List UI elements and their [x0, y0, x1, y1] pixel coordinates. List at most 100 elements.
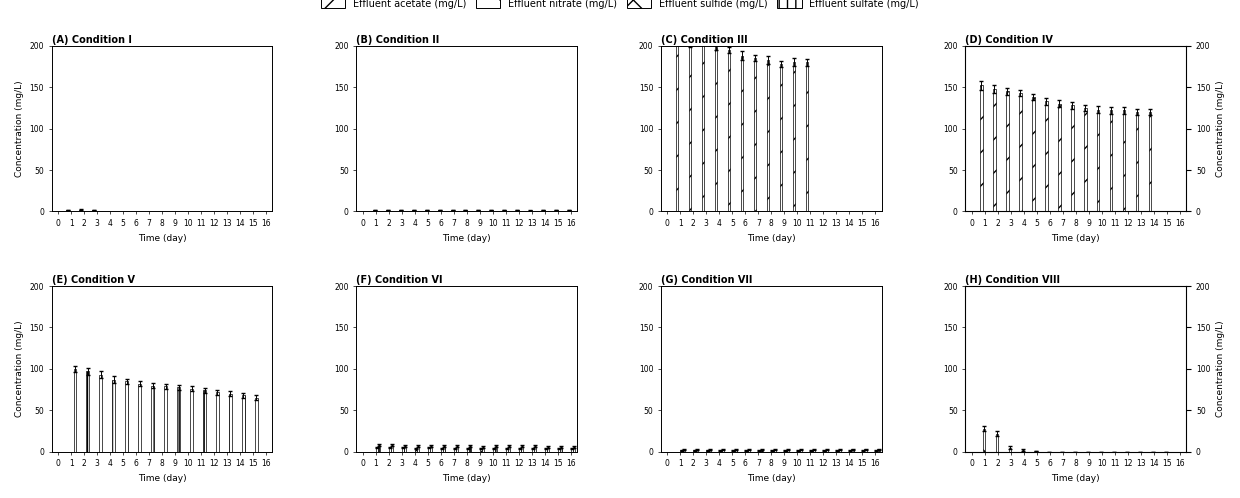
- Bar: [1097, 110, 1100, 212]
- Bar: [402, 448, 404, 452]
- Bar: [521, 446, 523, 452]
- Bar: [792, 62, 795, 212]
- Bar: [981, 86, 982, 212]
- Bar: [786, 449, 789, 452]
- Bar: [740, 56, 743, 212]
- Bar: [229, 394, 232, 452]
- Bar: [547, 447, 549, 452]
- Bar: [373, 210, 376, 212]
- Bar: [693, 450, 696, 452]
- Bar: [430, 446, 433, 452]
- X-axis label: Time (day): Time (day): [443, 234, 491, 243]
- Bar: [733, 450, 734, 452]
- Bar: [688, 44, 691, 212]
- Bar: [745, 450, 748, 452]
- Bar: [113, 379, 115, 452]
- Bar: [532, 449, 534, 452]
- Bar: [556, 210, 558, 212]
- Bar: [681, 450, 683, 452]
- Bar: [748, 449, 750, 452]
- Bar: [862, 450, 864, 452]
- Bar: [1007, 91, 1008, 212]
- Bar: [878, 449, 880, 452]
- X-axis label: Time (day): Time (day): [138, 474, 186, 483]
- Bar: [529, 210, 532, 212]
- Bar: [534, 446, 536, 452]
- Bar: [1034, 451, 1037, 452]
- Bar: [759, 450, 760, 452]
- Bar: [719, 450, 722, 452]
- Bar: [570, 449, 573, 452]
- Bar: [417, 446, 419, 452]
- Bar: [378, 445, 381, 452]
- Bar: [428, 448, 430, 452]
- Bar: [996, 434, 998, 452]
- X-axis label: Time (day): Time (day): [443, 474, 491, 483]
- Bar: [495, 446, 497, 452]
- Bar: [73, 369, 76, 452]
- Bar: [771, 450, 774, 452]
- Bar: [1022, 450, 1024, 452]
- Bar: [709, 449, 711, 452]
- Bar: [191, 389, 192, 452]
- Y-axis label: Concentration (mg/L): Concentration (mg/L): [1216, 80, 1225, 177]
- Bar: [506, 449, 508, 452]
- Bar: [800, 449, 802, 452]
- Bar: [784, 450, 786, 452]
- Bar: [139, 384, 141, 452]
- Bar: [797, 450, 800, 452]
- Bar: [425, 210, 428, 212]
- Bar: [683, 449, 684, 452]
- Bar: [399, 210, 402, 212]
- Bar: [203, 390, 206, 452]
- Y-axis label: Concentration (mg/L): Concentration (mg/L): [1216, 321, 1225, 417]
- Bar: [702, 39, 704, 212]
- Bar: [414, 449, 417, 452]
- Bar: [823, 450, 826, 452]
- Bar: [806, 62, 808, 212]
- Bar: [1058, 104, 1060, 212]
- Bar: [993, 89, 996, 212]
- Bar: [443, 446, 445, 452]
- Bar: [480, 449, 482, 452]
- Bar: [508, 446, 511, 452]
- Bar: [482, 447, 485, 452]
- Bar: [255, 398, 258, 452]
- Bar: [849, 450, 852, 452]
- Bar: [707, 450, 709, 452]
- Bar: [216, 392, 218, 452]
- Bar: [560, 447, 562, 452]
- Bar: [544, 449, 547, 452]
- Bar: [376, 448, 378, 452]
- Bar: [774, 449, 776, 452]
- Bar: [1123, 111, 1126, 212]
- Bar: [1019, 93, 1022, 212]
- Bar: [404, 446, 407, 452]
- Bar: [754, 58, 756, 212]
- Text: (C) Condition III: (C) Condition III: [661, 35, 748, 45]
- Bar: [440, 449, 443, 452]
- Bar: [1084, 108, 1086, 212]
- Bar: [99, 374, 102, 452]
- Bar: [676, 37, 678, 212]
- Bar: [456, 446, 459, 452]
- Bar: [165, 386, 166, 452]
- Bar: [812, 449, 815, 452]
- Bar: [1032, 97, 1034, 212]
- Bar: [518, 449, 521, 452]
- Text: (H) Condition VIII: (H) Condition VIII: [966, 275, 1060, 285]
- Text: (E) Condition V: (E) Condition V: [52, 275, 135, 285]
- Bar: [558, 449, 560, 452]
- Text: (G) Condition VII: (G) Condition VII: [661, 275, 753, 285]
- Bar: [542, 210, 544, 212]
- Bar: [1110, 111, 1112, 212]
- Bar: [451, 210, 454, 212]
- Bar: [810, 450, 812, 452]
- Text: (F) Condition VI: (F) Condition VI: [356, 275, 443, 285]
- Bar: [454, 449, 456, 452]
- Bar: [387, 210, 389, 212]
- X-axis label: Time (day): Time (day): [746, 234, 796, 243]
- Y-axis label: Concentration (mg/L): Concentration (mg/L): [15, 321, 24, 417]
- X-axis label: Time (day): Time (day): [746, 474, 796, 483]
- Bar: [1045, 101, 1048, 212]
